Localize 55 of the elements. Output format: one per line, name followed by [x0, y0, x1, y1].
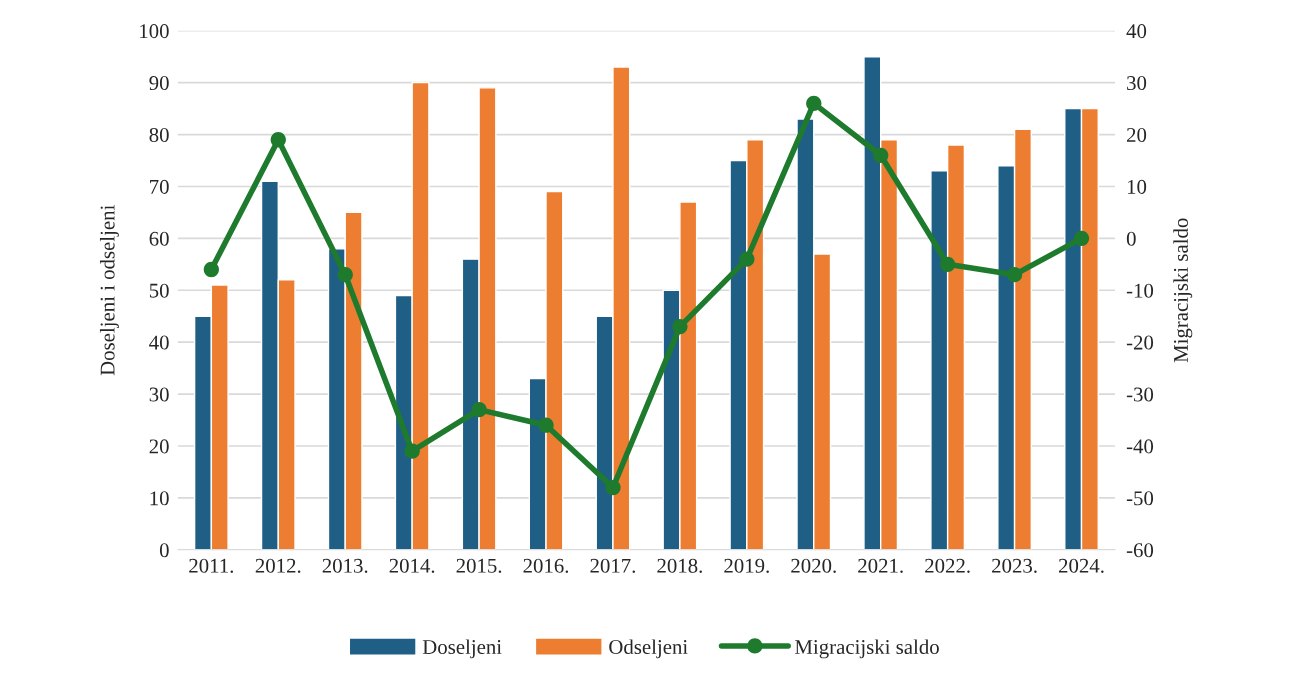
y2-tick-label: 40	[1126, 24, 1147, 39]
legend-label: Odseljeni	[609, 639, 688, 659]
legend-label: Doseljeni	[422, 639, 502, 659]
point	[1073, 230, 1090, 247]
y2-tick-label: -20	[1126, 335, 1154, 350]
x-tick-label: 2011.	[189, 558, 234, 573]
y-tick-label: 40	[149, 335, 169, 350]
point	[203, 261, 219, 278]
legend-label: Migracijski saldo	[795, 639, 939, 659]
point	[940, 256, 956, 272]
point	[404, 443, 420, 459]
x-tick-label: 2016.	[523, 558, 569, 573]
y-tick-label: 30	[149, 387, 169, 402]
y-axis-title: Doseljeni i odseljeni	[99, 205, 119, 376]
y2-tick-label: -10	[1126, 283, 1154, 298]
y2-tick-label: -30	[1126, 387, 1154, 402]
point	[471, 402, 487, 418]
y-tick-label: 10	[150, 491, 169, 506]
point	[337, 267, 353, 283]
x-tick-label: 2013.	[322, 558, 368, 573]
point	[672, 318, 688, 335]
y2-tick-label: 10	[1127, 179, 1147, 194]
x-tick-label: 2014.	[389, 558, 435, 573]
x-tick-label: 2023.	[992, 558, 1037, 573]
y2-axis-title: Migracijski saldo	[1173, 218, 1193, 363]
x-tick-label: 2012.	[255, 558, 301, 573]
y2-tick-label: -40	[1126, 439, 1154, 454]
y-tick-label: 20	[149, 439, 169, 454]
y2-tick-label: 30	[1127, 76, 1147, 91]
y-tick-label: 60	[149, 231, 169, 246]
y-tick-label: 70	[150, 179, 169, 194]
x-tick-label: 2020.	[791, 558, 836, 573]
y-tick-label: 100	[140, 24, 169, 39]
y-tick-label: 0	[159, 543, 169, 558]
x-tick-label: 2019.	[724, 558, 769, 573]
y-tick-label: 80	[149, 127, 169, 142]
y-tick-label: 50	[149, 283, 169, 298]
x-tick-label: 2015.	[456, 558, 502, 573]
x-tick-label: 2022.	[925, 558, 970, 573]
x-tick-label: 2024.	[1058, 558, 1104, 573]
point	[873, 147, 889, 163]
y2-tick-label: -50	[1126, 491, 1154, 506]
y2-tick-label: 20	[1127, 127, 1147, 142]
y-tick-label: 90	[149, 76, 169, 91]
point	[1006, 267, 1023, 283]
x-tick-label: 2018.	[657, 558, 702, 573]
point	[605, 479, 621, 496]
x-tick-label: 2021.	[858, 558, 903, 573]
point	[538, 417, 554, 433]
point	[806, 95, 822, 112]
y2-tick-label: -60	[1126, 543, 1154, 558]
point	[270, 132, 286, 148]
x-tick-label: 2017.	[590, 558, 636, 573]
point	[739, 251, 755, 267]
y2-tick-label: 0	[1126, 231, 1136, 246]
